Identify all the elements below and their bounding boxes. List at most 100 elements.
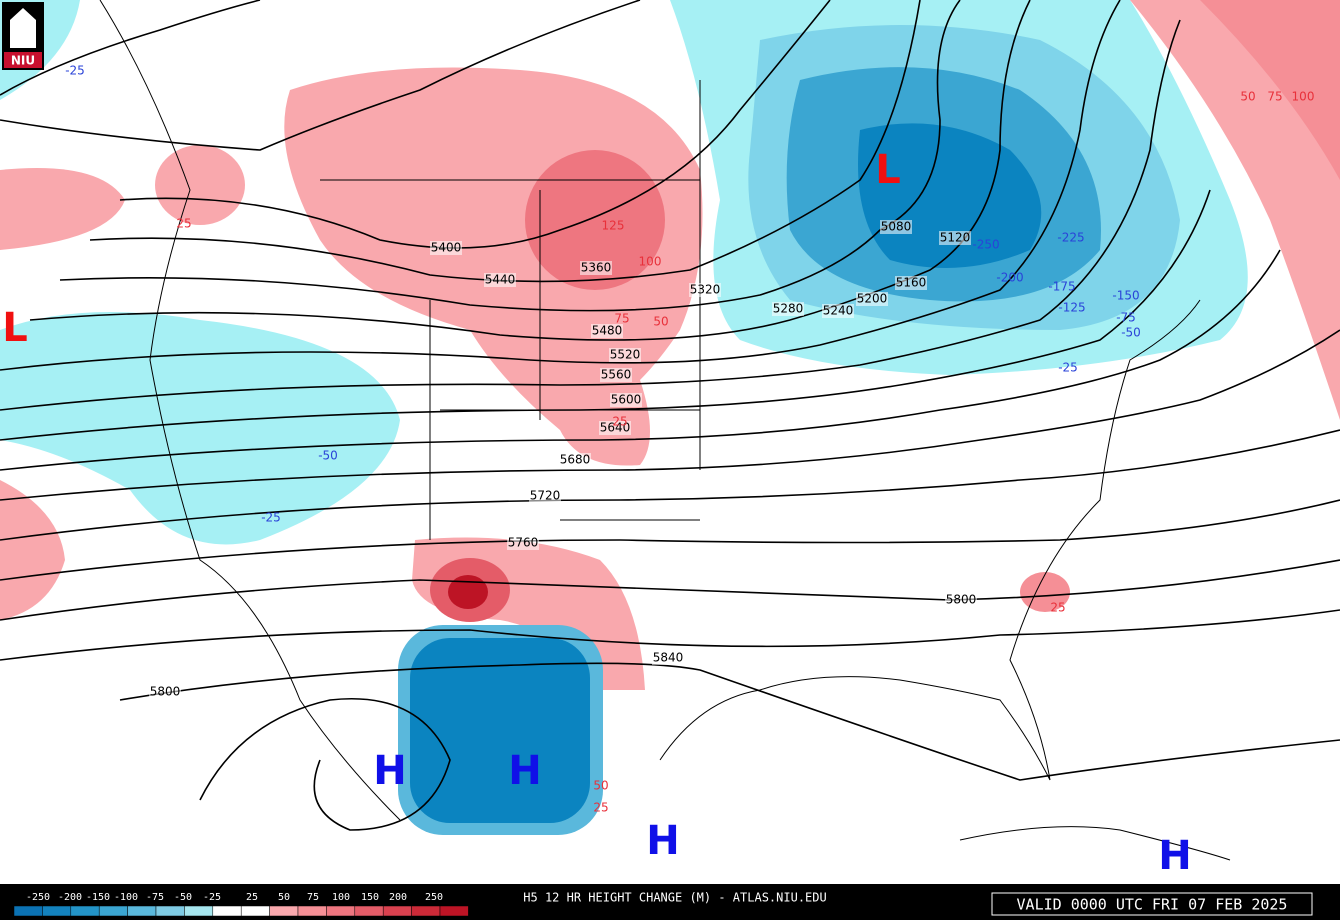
colorbar-label: 250 (425, 892, 443, 903)
positive-area (1130, 0, 1340, 420)
change-label: -50 (318, 449, 338, 463)
height-label: 5320 (690, 283, 721, 297)
logo-band (4, 52, 42, 68)
colorbar-swatch (42, 905, 72, 917)
change-label: -200 (996, 271, 1023, 285)
label-bg (652, 651, 684, 665)
contour (0, 19, 1181, 411)
contour (89, 0, 921, 283)
colorbar-swatch (13, 905, 43, 917)
colorbar-label: -150 (86, 892, 110, 903)
pressure-center: H (373, 748, 406, 794)
change-label: 50 (653, 315, 668, 329)
colorbar-swatch (326, 905, 356, 917)
shading (0, 0, 1340, 835)
contour (29, 0, 1031, 341)
colorbar-label: 25 (246, 892, 258, 903)
colorbar-swatch (98, 905, 128, 917)
logo-icon (10, 8, 36, 48)
label-bg (507, 536, 539, 550)
change-label: -250 (972, 238, 999, 252)
colorbar-label: 50 (278, 892, 290, 903)
label-bg (689, 283, 721, 297)
colorbar-swatch (411, 905, 441, 917)
change-label: 50 (593, 779, 608, 793)
height-label: 5720 (530, 489, 561, 503)
contour (0, 499, 1340, 581)
height-label: 5800 (150, 685, 181, 699)
pressure-center: H (646, 818, 679, 864)
label-bg (529, 489, 561, 503)
contour (0, 609, 1340, 661)
pressure-center: L (2, 305, 28, 351)
contour (0, 189, 1211, 441)
label-bg (895, 276, 927, 290)
colorbar-swatch (354, 905, 384, 917)
colorbar-label: 100 (332, 892, 350, 903)
colorbar-label: -250 (26, 892, 50, 903)
change-label: -125 (1058, 301, 1085, 315)
logo: NIU (2, 2, 44, 70)
change-label: -175 (1048, 280, 1075, 294)
colorbar-label: -200 (58, 892, 82, 903)
change-label: -25 (1058, 361, 1078, 375)
label-bg (599, 421, 631, 435)
contour (0, 0, 1121, 371)
contour (119, 662, 1340, 781)
colorbar: -250 -200 -150 -100 -75 -50 -25 25 50 75 100 150 200… (13, 892, 469, 917)
contour (0, 0, 261, 96)
colorbar-swatch (70, 905, 100, 917)
height-label: 5440 (485, 273, 516, 287)
colorbar-label: 150 (361, 892, 379, 903)
contour (0, 329, 1340, 501)
change-label: -25 (261, 511, 281, 525)
change-label: -150 (1112, 289, 1139, 303)
change-label: 100 (1292, 90, 1315, 104)
colorbar-swatch (382, 905, 412, 917)
height-label: 5640 (600, 421, 631, 435)
coastline (99, 0, 401, 821)
height-label: 5520 (610, 348, 641, 362)
label-bg (880, 220, 912, 234)
negative-area (0, 312, 400, 545)
height-label: 5760 (508, 536, 539, 550)
map-title: H5 12 HR HEIGHT CHANGE (M) - ATLAS.NIU.E… (523, 891, 826, 905)
colorbar-label: -100 (114, 892, 138, 903)
change-label: -50 (1121, 326, 1141, 340)
contours (0, 0, 1340, 831)
height-label: 5160 (896, 276, 927, 290)
change-label: 75 (1267, 90, 1282, 104)
valid-box (991, 892, 1313, 916)
label-bg (856, 292, 888, 306)
change-label: 25 (593, 801, 608, 815)
height-label: 5800 (946, 593, 977, 607)
contour (59, 0, 961, 312)
negative-area (410, 638, 590, 823)
colorbar-swatch (127, 905, 157, 917)
label-bg (484, 273, 516, 287)
height-label: 5080 (881, 220, 912, 234)
height-label: 5120 (940, 231, 971, 245)
positive-area (155, 145, 245, 225)
pressure-center: H (508, 748, 541, 794)
contour (119, 0, 831, 249)
change-label: 100 (639, 255, 662, 269)
colorbar-swatch (240, 905, 270, 917)
colorbar-swatch (297, 905, 327, 917)
positive-area (1200, 0, 1340, 180)
contour (199, 698, 451, 831)
colorbar-swatch (439, 905, 469, 917)
change-label: 75 (614, 312, 629, 326)
label-bg (580, 261, 612, 275)
change-label: -75 (1116, 311, 1136, 325)
height-label: 5680 (560, 453, 591, 467)
change-label: 25 (612, 415, 627, 429)
colorbar-swatch (212, 905, 242, 917)
height-label: 5280 (773, 302, 804, 316)
label-bg (610, 393, 642, 407)
contour (0, 429, 1340, 541)
change-label: -225 (1057, 231, 1084, 245)
height-label: 5840 (653, 651, 684, 665)
logo-text: NIU (11, 54, 35, 68)
